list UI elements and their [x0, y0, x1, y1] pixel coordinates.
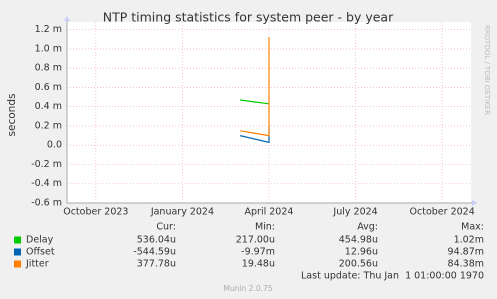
side-label: RRDTOOL / TOBI OETIKER	[483, 25, 491, 115]
y-tick-label: 0.0	[47, 140, 62, 151]
legend-stat: 1.02m	[454, 235, 484, 246]
legend-header: Cur:	[156, 222, 176, 233]
legend-header: Avg:	[357, 222, 378, 233]
legend-header: Min:	[255, 222, 275, 233]
legend-label: Delay	[26, 235, 54, 246]
x-tick-label: October 2023	[63, 207, 128, 218]
y-tick-label: 0.8 m	[35, 63, 62, 74]
axis-arrow	[472, 200, 477, 206]
legend-stat: 84.38m	[448, 259, 484, 270]
series-line	[240, 99, 270, 105]
last-update: Last update: Thu Jan 1 01:00:00 1970	[301, 271, 484, 282]
legend-label: Offset	[26, 247, 55, 258]
y-tick-label: -0.2 m	[31, 159, 62, 170]
y-tick-label: -0.4 m	[31, 178, 62, 189]
x-tick-label: January 2024	[150, 207, 214, 218]
legend-stat: 19.48u	[242, 259, 275, 270]
chart-title: NTP timing statistics for system peer - …	[103, 10, 394, 25]
legend-swatch	[14, 248, 21, 256]
x-tick-label: April 2024	[245, 207, 294, 218]
legend-label: Jitter	[25, 259, 49, 270]
axis-arrow	[64, 16, 70, 21]
legend-stat: -9.97m	[241, 247, 275, 258]
footer: Munin 2.0.75	[223, 284, 272, 293]
y-tick-label: -0.6 m	[31, 198, 62, 209]
y-tick-label: 0.6 m	[35, 82, 62, 93]
legend-stat: 94.87m	[448, 247, 484, 258]
x-tick-label: October 2024	[410, 207, 475, 218]
legend-swatch	[14, 236, 21, 244]
legend-stat: 217.00u	[236, 235, 275, 246]
x-tick-label: July 2024	[332, 207, 377, 218]
y-tick-label: 1.0 m	[35, 43, 62, 54]
legend-stat: 200.56u	[339, 259, 378, 270]
series-line	[240, 37, 270, 137]
legend-stat: 536.04u	[137, 235, 176, 246]
legend-stat: 454.98u	[339, 235, 378, 246]
y-tick-label: 1.2 m	[35, 24, 62, 35]
legend-swatch	[14, 260, 21, 268]
y-axis-label: seconds	[6, 94, 18, 137]
legend-stat: 377.78u	[137, 259, 176, 270]
legend-stat: 12.96u	[345, 247, 378, 258]
legend-stat: -544.59u	[133, 247, 176, 258]
y-tick-label: 0.4 m	[35, 101, 62, 112]
y-tick-label: 0.2 m	[35, 120, 62, 131]
legend-header: Max:	[461, 222, 484, 233]
